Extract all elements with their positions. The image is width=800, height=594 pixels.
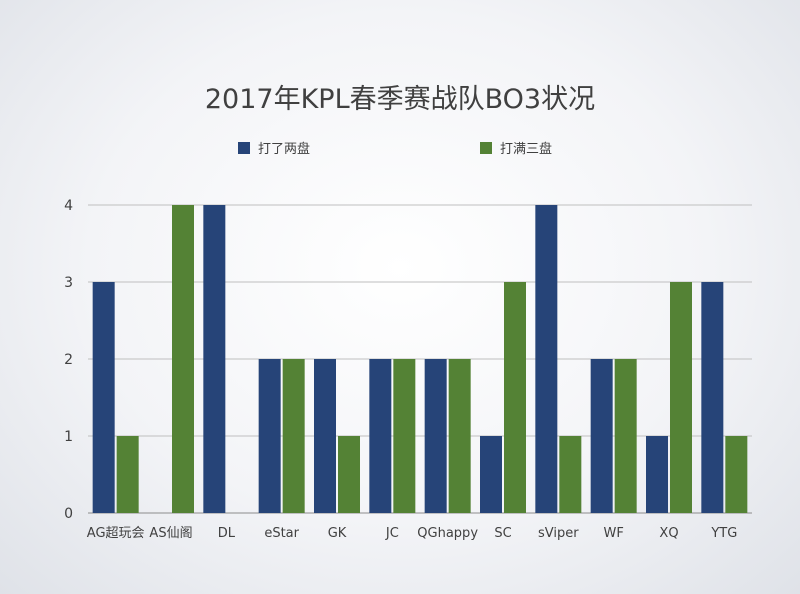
y-tick-label: 0	[64, 506, 73, 522]
bar-three-games-9	[614, 359, 637, 513]
bar-two-games-9	[590, 359, 613, 513]
bar-three-games-0	[116, 436, 139, 513]
bar-two-games-8	[535, 205, 558, 513]
bar-two-games-4	[314, 359, 336, 513]
x-tick-label: SC	[494, 526, 511, 541]
y-tick-label: 2	[64, 352, 73, 368]
legend-label-1: 打满三盘	[500, 141, 552, 157]
bar-three-games-1	[172, 205, 194, 513]
bar-three-games-6	[448, 359, 471, 513]
y-tick-label: 4	[64, 198, 73, 214]
bar-three-games-5	[393, 359, 416, 513]
bar-three-games-10	[670, 282, 692, 513]
x-tick-label: WF	[603, 526, 623, 541]
legend-swatch-1	[480, 142, 492, 154]
x-tick-label: DL	[218, 526, 236, 541]
x-axis-ticks: AG超玩会 AS仙阁 DL eStar GK JC QGhappy SC sViper WF XQ Y…	[87, 526, 738, 541]
bar-three-games-8	[559, 436, 582, 513]
bar-three-games-4	[338, 436, 360, 513]
x-tick-label: eStar	[264, 526, 299, 541]
bar-two-games-7	[480, 436, 502, 513]
x-tick-label: AG超玩会	[87, 526, 145, 541]
chart-title: 2017年KPL春季赛战队BO3状况	[205, 84, 595, 115]
bar-two-games-0	[92, 282, 115, 513]
x-tick-label: GK	[328, 526, 347, 541]
gridlines	[88, 204, 752, 514]
y-axis-ticks: 0 1 2 3 4	[64, 198, 73, 522]
x-tick-label: JC	[385, 526, 399, 541]
bar-two-games-11	[701, 282, 724, 513]
y-tick-label: 1	[64, 429, 73, 445]
bar-two-games-3	[258, 359, 281, 513]
bar-three-games-3	[282, 359, 305, 513]
x-tick-label: QGhappy	[417, 526, 478, 541]
x-tick-label: YTG	[710, 526, 737, 541]
bar-two-games-10	[646, 436, 668, 513]
x-tick-label: XQ	[659, 526, 678, 541]
bar-three-games-11	[725, 436, 748, 513]
legend: 打了两盘 打满三盘	[238, 141, 552, 157]
bar-two-games-6	[424, 359, 447, 513]
bar-two-games-5	[369, 359, 392, 513]
y-tick-label: 3	[64, 275, 73, 291]
bar-two-games-2	[203, 205, 226, 513]
x-tick-label: AS仙阁	[149, 526, 192, 541]
legend-swatch-0	[238, 142, 250, 154]
legend-label-0: 打了两盘	[258, 141, 310, 157]
x-tick-label: sViper	[538, 526, 579, 541]
bars	[92, 205, 748, 513]
bar-three-games-7	[504, 282, 526, 513]
